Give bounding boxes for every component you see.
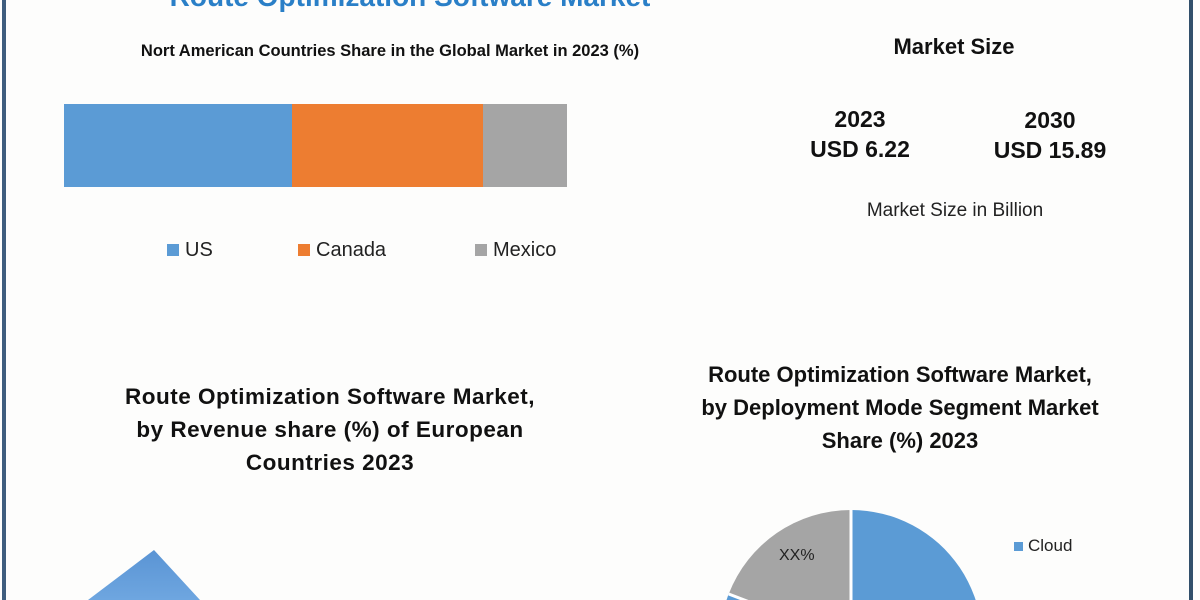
legend-label: Canada bbox=[316, 238, 387, 261]
legend-swatch-mexico bbox=[475, 244, 487, 256]
europe-shape bbox=[88, 550, 200, 600]
bar-segment-mexico bbox=[483, 104, 567, 187]
bar-segment-canada bbox=[292, 104, 483, 187]
legend-label: US bbox=[185, 238, 213, 261]
market-size-2030: 2030 USD 15.89 bbox=[975, 105, 1125, 165]
pie-slice-grey bbox=[728, 510, 851, 600]
legend-item-canada: Canada bbox=[298, 237, 386, 263]
legend-item-us: US bbox=[167, 237, 213, 263]
year-label: 2023 bbox=[834, 106, 886, 132]
legend-swatch-us bbox=[167, 244, 179, 256]
europe-chart-title: Route Optimization Software Market, by R… bbox=[124, 384, 536, 475]
main-title: Route Optimization Software Market bbox=[165, 0, 655, 11]
legend-item-cloud: Cloud bbox=[1014, 536, 1072, 556]
year-label: 2030 bbox=[1024, 107, 1076, 133]
deployment-chart-title: Route Optimization Software Market, by D… bbox=[701, 362, 1099, 453]
legend-swatch-canada bbox=[298, 244, 310, 256]
legend-item-mexico: Mexico bbox=[475, 237, 556, 263]
pie-slice-label: XX% bbox=[779, 547, 815, 564]
legend-label: Mexico bbox=[493, 238, 557, 261]
frame-right-border bbox=[1189, 0, 1193, 600]
market-size-2023: 2023 USD 6.22 bbox=[790, 104, 930, 164]
na-chart-title: Nort American Countries Share in the Glo… bbox=[140, 42, 640, 60]
legend-label: Cloud bbox=[1028, 536, 1073, 555]
value-label: USD 15.89 bbox=[993, 137, 1107, 163]
pie-slice-cloud bbox=[851, 510, 976, 600]
legend-swatch-cloud bbox=[1014, 541, 1023, 551]
frame-left-border bbox=[2, 0, 6, 600]
na-stacked-bar bbox=[64, 104, 567, 187]
market-size-note: Market Size in Billion bbox=[866, 200, 1044, 221]
market-size-title: Market Size bbox=[893, 34, 1015, 59]
bar-segment-us bbox=[64, 104, 292, 187]
value-label: USD 6.22 bbox=[810, 136, 910, 162]
deployment-pie bbox=[726, 510, 976, 600]
